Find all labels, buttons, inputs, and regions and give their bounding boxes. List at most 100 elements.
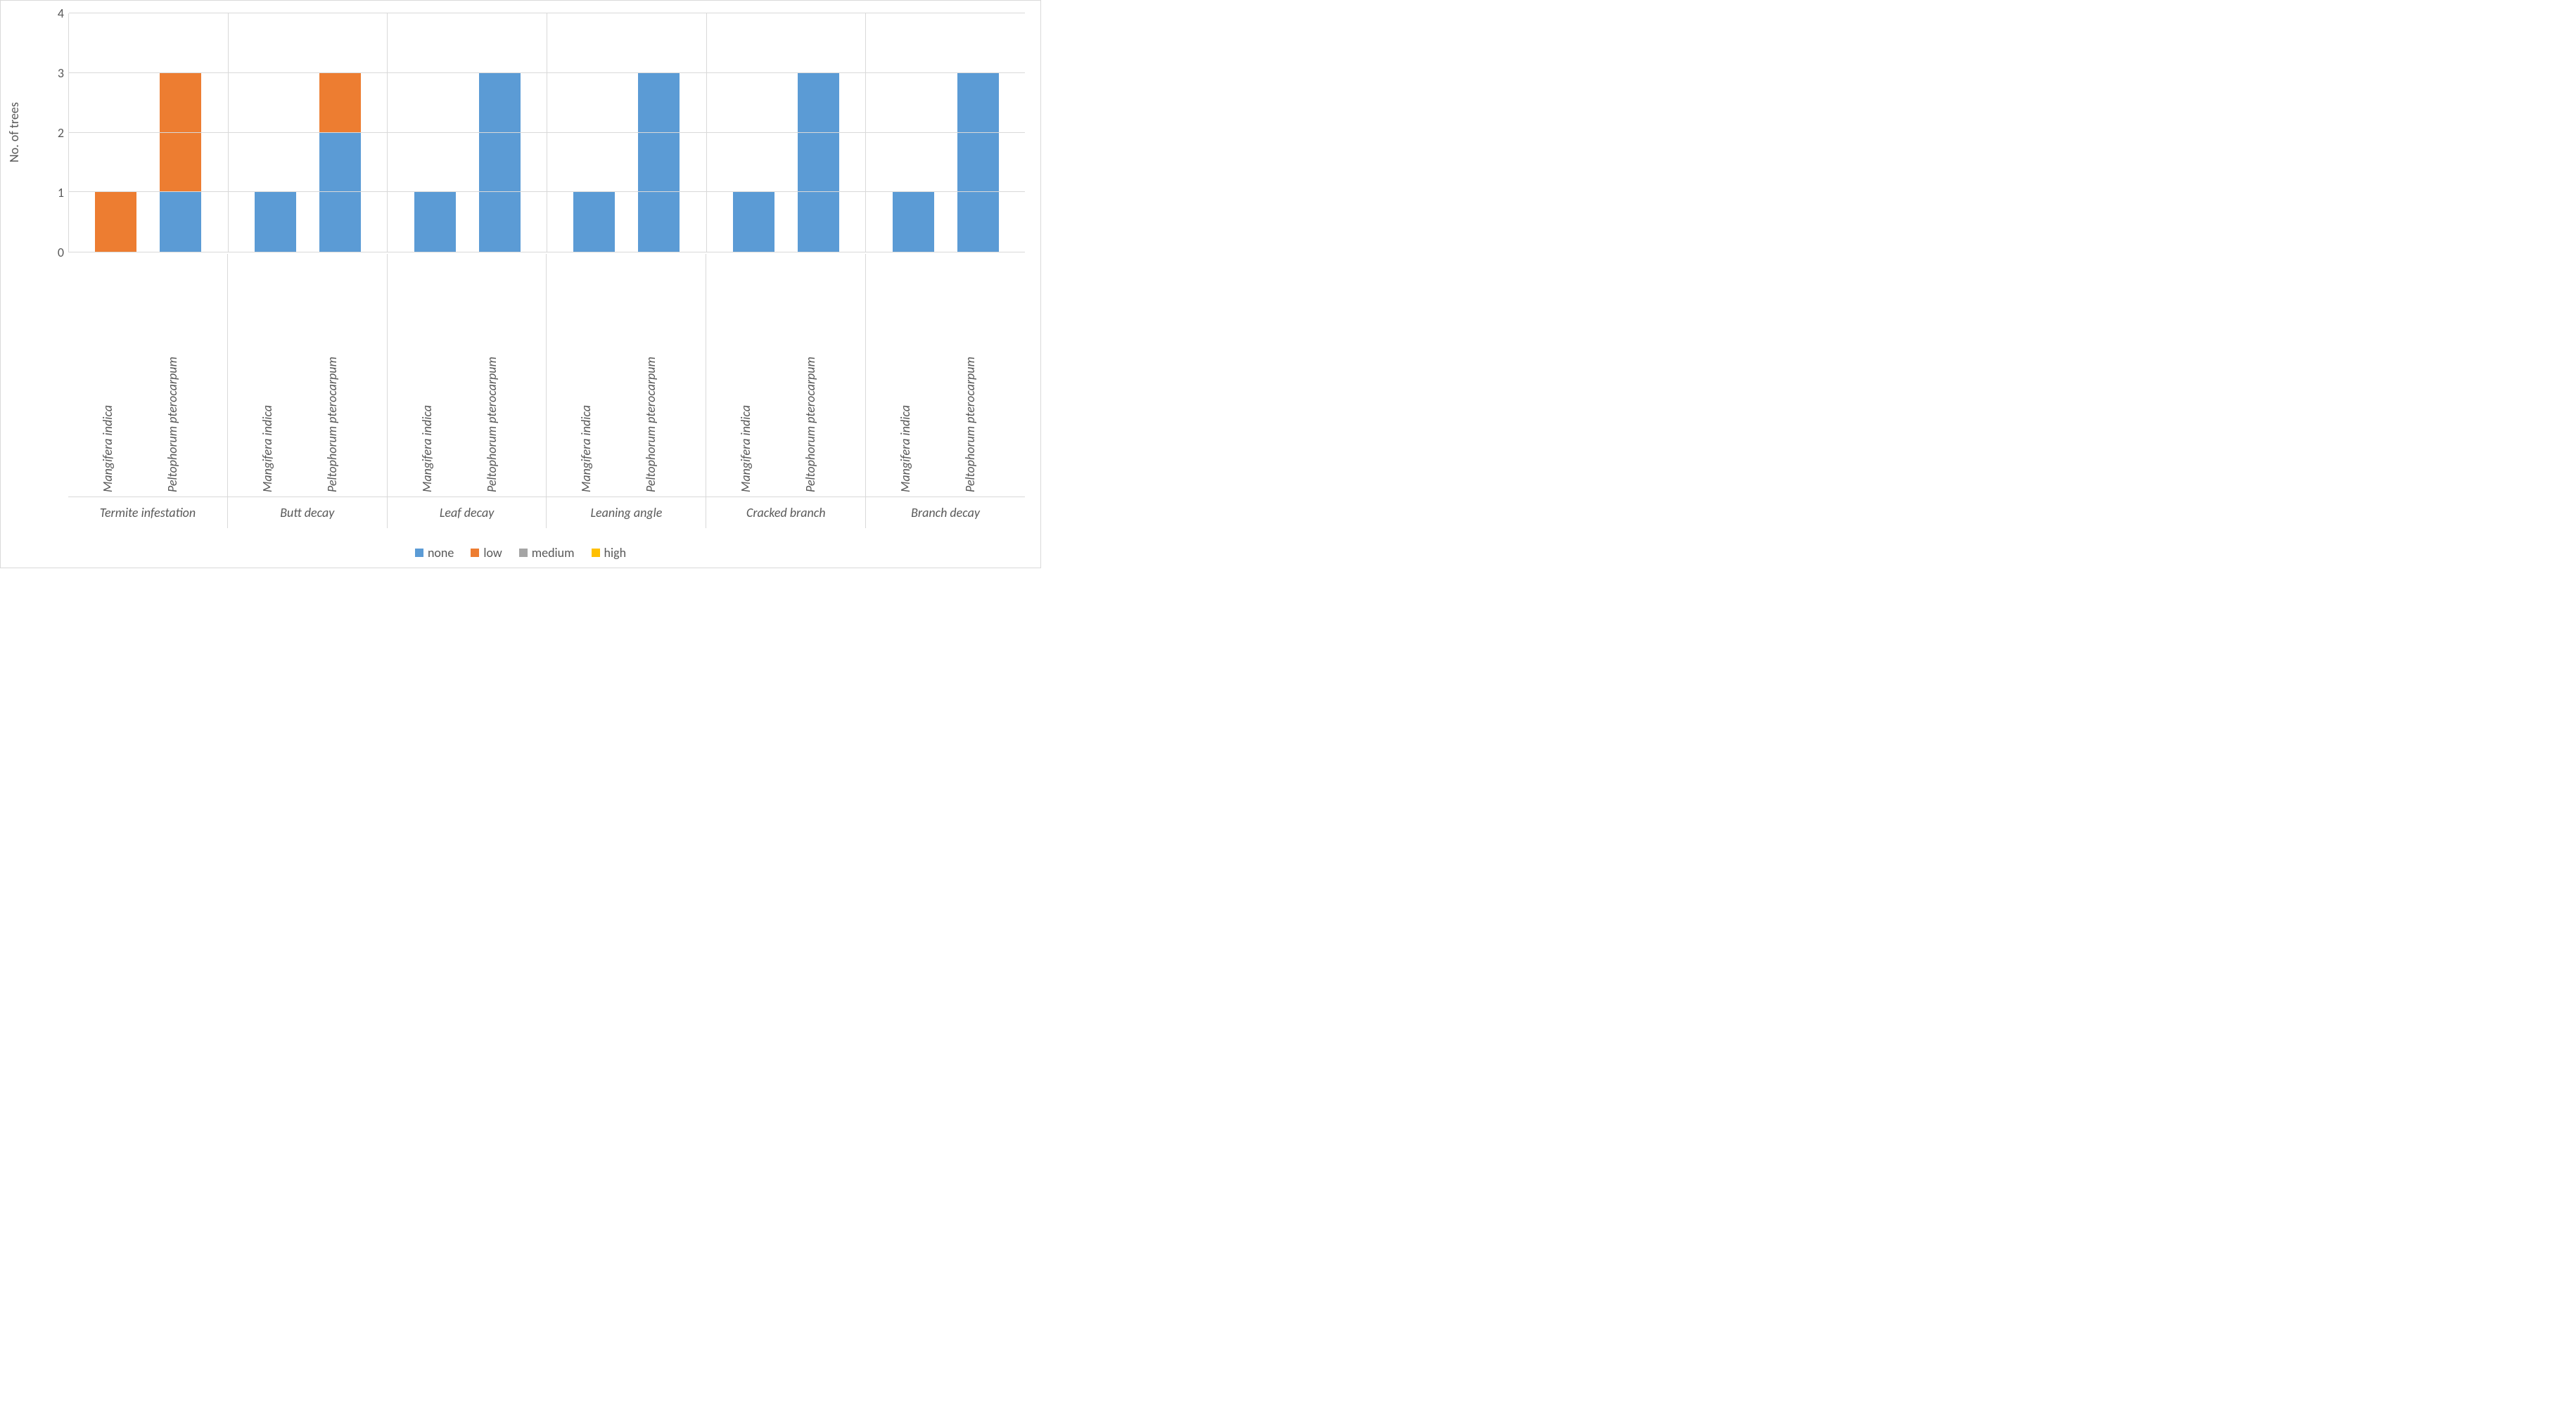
legend-swatch: [471, 549, 479, 557]
bar: [319, 72, 361, 252]
bar: [414, 192, 456, 252]
bar-group: [388, 13, 547, 252]
gridline: [69, 132, 1025, 133]
species-cell: Peltophorum pterocarpum: [949, 254, 1007, 497]
bar-slot: [790, 13, 848, 252]
bar-segment-none: [479, 72, 521, 252]
bar-slot: [630, 13, 688, 252]
category-title: Cracked branch: [706, 497, 865, 528]
y-axis: 01234: [50, 13, 68, 252]
bar-segment-none: [638, 72, 680, 252]
category-axis: Mangifera indica Peltophorum pterocarpum T…: [68, 254, 1025, 528]
legend-item-low: low: [471, 545, 502, 560]
legend-label: high: [604, 545, 627, 560]
category-group: Mangifera indica Peltophorum pterocarpum L…: [547, 254, 706, 528]
species-row: Mangifera indica Peltophorum pterocarpum: [866, 254, 1025, 497]
bar-segment-none: [893, 192, 934, 252]
bar: [733, 192, 774, 252]
plot-area: [68, 13, 1025, 252]
bar-segment-none: [798, 72, 839, 252]
species-label: Mangifera indica: [260, 405, 275, 492]
bar-slot: [725, 13, 783, 252]
species-cell: Mangifera indica: [725, 254, 782, 497]
legend-label: none: [428, 545, 454, 560]
bar-segment-none: [733, 192, 774, 252]
category-title: Termite infestation: [68, 497, 227, 528]
category-group: Mangifera indica Peltophorum pterocarpum B…: [228, 254, 388, 528]
bar-group: [547, 13, 707, 252]
y-tick-label: 1: [58, 185, 64, 200]
species-cell: Mangifera indica: [406, 254, 464, 497]
species-label: Mangifera indica: [738, 405, 753, 492]
bar-groups: [69, 13, 1025, 252]
category-group: Mangifera indicaPeltophorum pterocarpumC…: [706, 254, 866, 528]
species-row: Mangifera indica Peltophorum pterocarpum: [547, 254, 706, 497]
bar-segment-none: [414, 192, 456, 252]
bar: [160, 72, 201, 252]
y-tick-label: 2: [58, 125, 64, 141]
bar-slot: [247, 13, 305, 252]
bar-segment-low: [95, 192, 136, 252]
bar: [255, 192, 296, 252]
category-title: Branch decay: [866, 497, 1025, 528]
chart-container: No. of trees 01234 Mangifera indicaPelto…: [0, 0, 1041, 568]
bar-group: [866, 13, 1025, 252]
category-group: Mangifera indica Peltophorum pterocarpumL…: [388, 254, 547, 528]
species-cell: Peltophorum pterocarpum: [630, 254, 687, 497]
legend-label: medium: [532, 545, 575, 560]
y-tick-label: 4: [58, 6, 64, 21]
legend-item-none: none: [415, 545, 454, 560]
bar-group: [229, 13, 388, 252]
bar-segment-none: [573, 192, 615, 252]
legend-swatch: [519, 549, 528, 557]
species-label: Peltophorum pterocarpum: [643, 357, 658, 492]
bar-slot: [312, 13, 369, 252]
bar-group: [69, 13, 229, 252]
bar: [95, 192, 136, 252]
legend-item-medium: medium: [519, 545, 575, 560]
legend-label: low: [483, 545, 502, 560]
species-row: Mangifera indicaPeltophorum pterocarpum: [706, 254, 865, 497]
category-title: Butt decay: [228, 497, 387, 528]
species-cell: Mangifera indica: [884, 254, 942, 497]
bar: [573, 192, 615, 252]
bar-segment-none: [160, 192, 201, 252]
species-cell: Mangifera indica: [87, 254, 144, 497]
gridline: [69, 191, 1025, 192]
species-cell: Peltophorum pterocarpum: [471, 254, 528, 497]
species-label: Peltophorum pterocarpum: [962, 357, 978, 492]
bar-slot: [949, 13, 1007, 252]
species-label: Mangifera indica: [100, 405, 115, 492]
species-label: Mangifera indica: [578, 405, 594, 492]
bar-segment-none: [255, 192, 296, 252]
bar: [638, 72, 680, 252]
legend-item-high: high: [592, 545, 627, 560]
bar-group: [707, 13, 867, 252]
category-title: Leaf decay: [388, 497, 547, 528]
bar-slot: [152, 13, 210, 252]
species-label: Mangifera indica: [419, 405, 435, 492]
bar: [479, 72, 521, 252]
legend-swatch: [592, 549, 600, 557]
category-group: Mangifera indica Peltophorum pterocarpum B…: [866, 254, 1025, 528]
bar-slot: [406, 13, 464, 252]
species-row: Mangifera indica Peltophorum pterocarpum: [228, 254, 387, 497]
bar-slot: [471, 13, 528, 252]
species-cell: Mangifera indica: [565, 254, 623, 497]
species-cell: Peltophorum pterocarpum: [311, 254, 369, 497]
category-title: Leaning angle: [547, 497, 706, 528]
species-label: Mangifera indica: [898, 405, 913, 492]
species-row: Mangifera indica Peltophorum pterocarpum: [68, 254, 227, 497]
y-axis-label: No. of trees: [6, 102, 22, 162]
bar: [893, 192, 934, 252]
species-cell: Mangifera indica: [246, 254, 304, 497]
bar-segment-none: [957, 72, 999, 252]
bar-segment-low: [319, 72, 361, 132]
plot-wrapper: 01234: [50, 13, 1025, 252]
y-tick-label: 3: [58, 65, 64, 81]
species-label: Peltophorum pterocarpum: [324, 357, 340, 492]
bar-slot: [884, 13, 942, 252]
species-label: Peltophorum pterocarpum: [165, 357, 180, 492]
bar: [798, 72, 839, 252]
bar: [957, 72, 999, 252]
